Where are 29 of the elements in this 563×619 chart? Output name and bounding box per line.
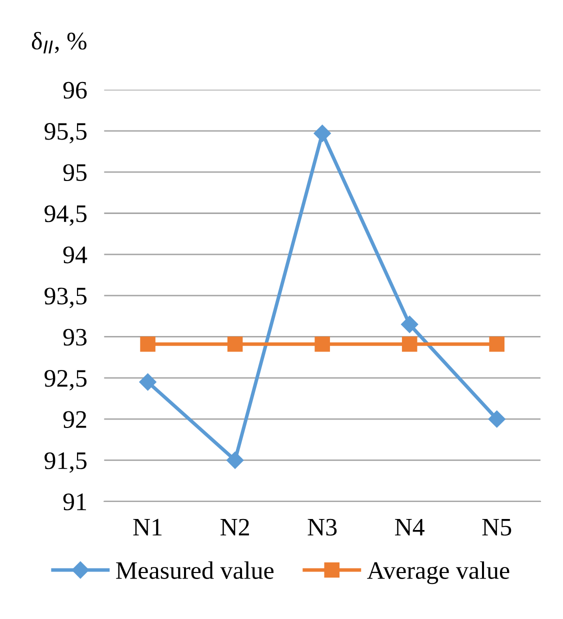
- legend-label: Measured value: [116, 561, 274, 579]
- y-tick-label: 93,5: [44, 288, 87, 308]
- y-tick-label: 96: [63, 82, 87, 99]
- y-tick-label: 91,5: [44, 452, 87, 473]
- y-tick-label: 92: [63, 411, 86, 428]
- y-tick-label: 94: [63, 246, 88, 264]
- point: [402, 336, 418, 352]
- point: [314, 336, 330, 352]
- point: [226, 452, 244, 469]
- y-tick-label: 92,5: [44, 370, 87, 390]
- point: [140, 336, 156, 352]
- y-tick-label: 91: [63, 494, 86, 510]
- point: [401, 316, 418, 333]
- point: [227, 336, 243, 352]
- y-tick-label: 95: [63, 164, 87, 181]
- point: [489, 336, 504, 352]
- point: [488, 410, 506, 428]
- y-tick-label: 95,5: [44, 123, 87, 144]
- point: [314, 124, 331, 142]
- x-tick-label: N1: [133, 518, 162, 536]
- legend-label: Average value: [367, 561, 510, 584]
- point: [139, 373, 156, 391]
- x-tick-label: N5: [482, 519, 512, 536]
- x-tick-label: N2: [220, 518, 249, 536]
- x-tick-label: N4: [395, 518, 424, 536]
- y-axis-title: δ$_{II}$, %: [32, 32, 86, 54]
- y-tick-label: 93: [63, 328, 87, 346]
- y-tick-label: 94,5: [44, 205, 87, 226]
- x-tick-label: N3: [308, 518, 337, 536]
